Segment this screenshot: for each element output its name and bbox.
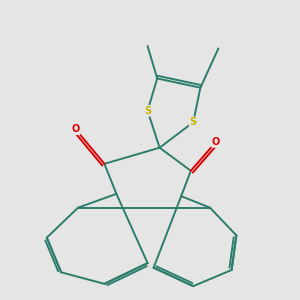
Text: S: S <box>144 106 151 116</box>
Text: S: S <box>190 117 197 127</box>
Text: O: O <box>71 124 80 134</box>
Text: O: O <box>212 137 220 147</box>
